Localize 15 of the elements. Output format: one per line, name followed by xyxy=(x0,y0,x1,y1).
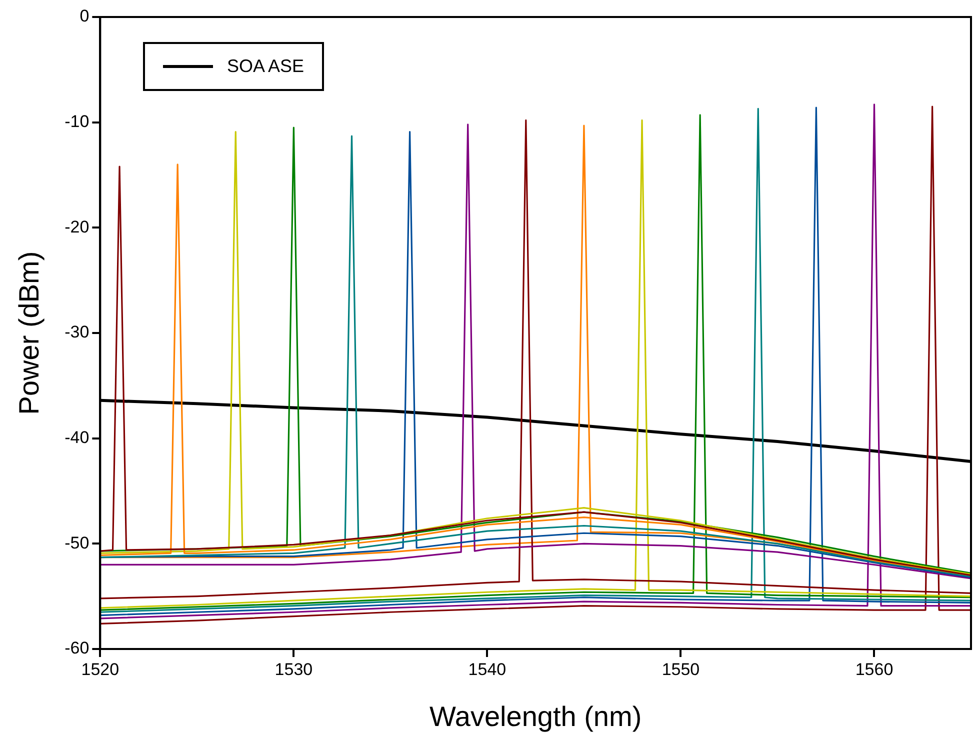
x-tick-label: 1530 xyxy=(274,660,313,679)
legend-label: SOA ASE xyxy=(227,56,304,77)
x-tick-label: 1520 xyxy=(81,660,120,679)
y-tick-label: -30 xyxy=(64,322,90,342)
y-tick-label: -20 xyxy=(64,217,90,236)
x-tick-label: 1560 xyxy=(855,660,894,679)
y-tick-label: -60 xyxy=(64,638,90,658)
x-tick-label: 1540 xyxy=(468,660,506,679)
y-tick-label: -40 xyxy=(64,428,90,448)
y-tick-label: -10 xyxy=(64,112,90,132)
x-axis-title: Wavelength (nm) xyxy=(430,700,642,732)
y-tick-label: 0 xyxy=(80,6,90,26)
x-tick-label: 1550 xyxy=(662,660,700,679)
y-axis-title: Power (dBm) xyxy=(14,251,45,415)
y-tick-label: -50 xyxy=(64,533,90,552)
